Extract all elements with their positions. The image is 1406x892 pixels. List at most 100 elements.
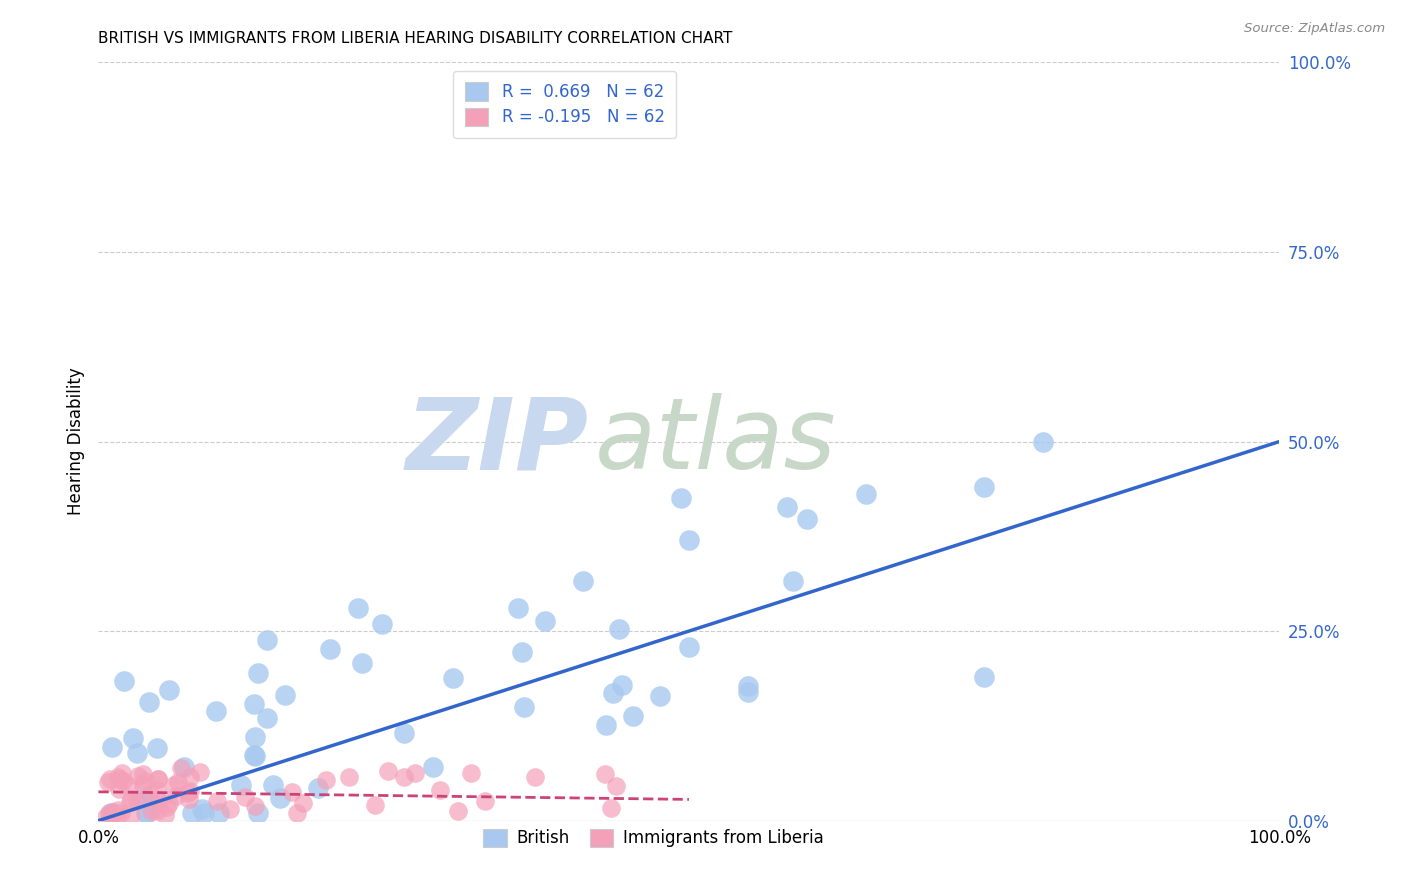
Point [242,697,264,711]
Point [737,679,759,693]
Point [243,748,266,763]
Legend: British, Immigrants from Liberia: British, Immigrants from Liberia [477,822,831,854]
Point [207,794,229,808]
Point [350,656,373,670]
Point [256,632,278,647]
Point [233,789,256,804]
Point [94,809,117,823]
Point [163,779,186,793]
Point [134,806,156,821]
Point [125,747,148,761]
Point [131,767,153,781]
Point [394,770,416,784]
Point [173,760,195,774]
Point [122,731,145,745]
Point [429,783,451,797]
Point [621,708,644,723]
Point [100,806,122,821]
Point [101,739,124,754]
Point [98,772,121,786]
Point [269,790,291,805]
Point [364,797,387,812]
Point [110,806,132,821]
Point [447,805,470,819]
Point [107,770,129,784]
Point [131,792,153,806]
Point [593,767,616,781]
Point [97,774,120,789]
Point [146,783,169,797]
Point [112,773,135,788]
Point [165,789,187,803]
Point [243,747,266,762]
Text: atlas: atlas [595,393,837,490]
Point [441,671,464,685]
Point [605,779,627,793]
Point [281,785,304,799]
Point [474,794,496,808]
Point [404,765,426,780]
Point [219,802,242,816]
Point [125,794,148,808]
Point [138,795,160,809]
Point [170,761,193,775]
Point [572,574,595,588]
Point [337,770,360,784]
Point [127,769,149,783]
Point [156,800,179,814]
Point [262,778,284,792]
Point [973,480,995,494]
Point [188,765,211,780]
Point [422,760,444,774]
Point [612,678,634,692]
Point [513,700,536,714]
Point [377,764,399,778]
Text: Source: ZipAtlas.com: Source: ZipAtlas.com [1244,22,1385,36]
Point [291,796,314,810]
Point [108,782,131,797]
Y-axis label: Hearing Disability: Hearing Disability [66,368,84,516]
Point [177,785,200,799]
Point [973,669,995,683]
Point [285,805,308,820]
Point [98,806,121,821]
Point [347,601,370,615]
Point [157,683,180,698]
Point [100,806,122,821]
Point [607,622,630,636]
Point [120,795,142,809]
Point [796,512,818,526]
Point [110,772,132,786]
Point [460,765,482,780]
Point [307,780,329,795]
Point [523,770,546,784]
Point [139,804,162,818]
Point [855,487,877,501]
Point [179,770,201,784]
Point [247,806,270,821]
Point [120,808,142,822]
Point [205,704,228,718]
Point [678,640,700,654]
Point [148,793,170,807]
Point [392,726,415,740]
Point [132,779,155,793]
Point [177,792,200,806]
Point [179,784,201,798]
Point [146,741,169,756]
Point [678,533,700,548]
Point [595,718,617,732]
Point [157,796,180,810]
Point [153,808,176,822]
Point [245,730,267,744]
Point [111,766,134,780]
Point [191,802,214,816]
Point [669,491,692,506]
Point [506,600,529,615]
Point [112,674,135,689]
Point [208,806,231,821]
Point [120,792,142,806]
Point [135,806,157,821]
Point [231,778,253,792]
Point [273,688,295,702]
